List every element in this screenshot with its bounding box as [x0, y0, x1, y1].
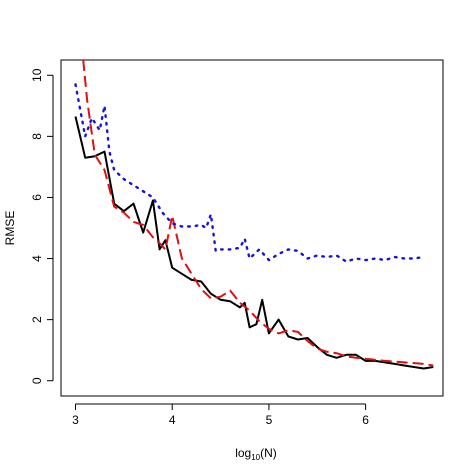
y-tick-label: 8	[30, 133, 44, 140]
x-axis-title-subscript: 10	[251, 453, 260, 462]
x-axis-title-base: log	[235, 446, 251, 460]
x-tick-label: 3	[72, 413, 79, 427]
x-tick-label: 5	[266, 413, 273, 427]
series-line-dotted	[74, 83, 425, 263]
x-axis-title: log10(N)	[235, 446, 277, 462]
y-tick-label: 2	[30, 316, 44, 323]
y-tick-label: 0	[30, 377, 44, 384]
series-line-solid	[74, 116, 434, 370]
x-axis-title-rest: (N)	[260, 446, 277, 460]
plot-area-box	[60, 59, 444, 397]
x-tick-label: 6	[362, 413, 369, 427]
y-tick-label: 10	[30, 68, 44, 82]
y-tick-label: 6	[30, 194, 44, 201]
y-axis-title: RMSE	[3, 211, 17, 246]
series-line-dashed	[82, 60, 434, 367]
y-axis: 0 2 4 6 8 10	[30, 68, 54, 384]
x-tick-label: 4	[169, 413, 176, 427]
y-tick-label: 4	[30, 255, 44, 262]
series-layer	[74, 60, 434, 370]
x-axis: 3 4 5 6	[72, 403, 369, 427]
